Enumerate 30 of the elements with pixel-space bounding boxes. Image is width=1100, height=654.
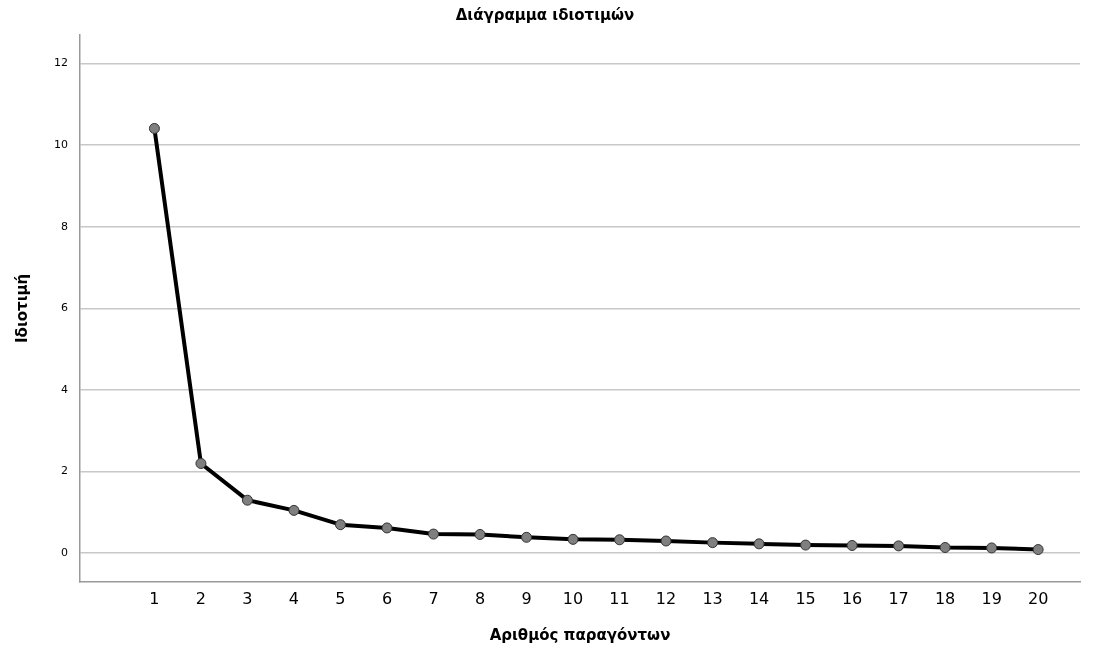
x-tick-label: 1 <box>149 588 160 608</box>
x-tick-label: 19 <box>981 588 1002 608</box>
x-tick-label: 12 <box>655 588 677 608</box>
x-tick-label: 14 <box>748 588 770 608</box>
chart-title: Διάγραμμα ιδιοτιμών <box>455 5 635 24</box>
y-axis-title: Ιδιοτιμή <box>12 273 31 343</box>
x-tick-label: 8 <box>474 588 486 608</box>
x-tick-label: 3 <box>242 588 253 608</box>
x-tick-label: 13 <box>702 588 723 608</box>
y-tick-label: 8 <box>61 219 68 233</box>
x-tick-label: 11 <box>609 588 630 608</box>
x-tick-label: 6 <box>381 588 393 608</box>
x-tick-label: 7 <box>428 588 439 608</box>
x-tick-label: 10 <box>562 588 584 608</box>
x-tick-label: 4 <box>288 588 300 608</box>
y-tick-label: 2 <box>61 464 68 478</box>
x-axis-title: Αριθμός παραγόντων <box>489 625 671 644</box>
y-tick-label: 10 <box>54 138 68 152</box>
x-tick-label: 2 <box>195 588 207 608</box>
x-tick-label: 9 <box>521 588 532 608</box>
x-tick-label: 17 <box>888 588 909 608</box>
y-tick-label: 12 <box>54 56 68 70</box>
x-tick-label: 16 <box>841 588 863 608</box>
x-tick-label: 20 <box>1027 588 1049 608</box>
x-tick-label: 5 <box>335 588 346 608</box>
y-tick-label: 6 <box>61 301 68 315</box>
y-tick-label: 0 <box>61 546 68 560</box>
y-tick-label: 4 <box>61 382 68 396</box>
x-tick-label: 18 <box>934 588 956 608</box>
x-tick-label: 15 <box>795 588 816 608</box>
